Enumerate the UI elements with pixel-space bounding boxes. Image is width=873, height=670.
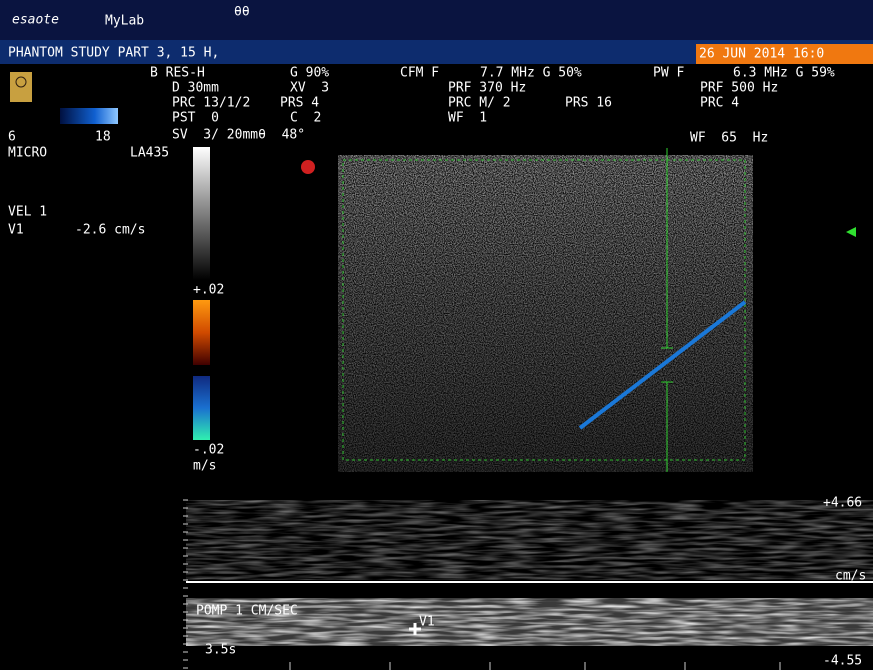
param: PRS 16 [565, 96, 612, 111]
cursor-label: V1 [419, 615, 435, 630]
probe: LA435 [130, 146, 169, 161]
labels: esaote MyLab θθ PHANTOM STUDY PART 3, 15 H,… [8, 5, 866, 669]
probe: 18 [95, 130, 111, 145]
indicator: θθ [234, 5, 250, 20]
param: PRC 13/1/2 [172, 96, 250, 111]
logo-bar [0, 0, 873, 40]
param: G 90% [290, 66, 329, 81]
focus-marker [846, 227, 856, 237]
spectrum-band-texture [186, 598, 873, 646]
b-mode-speckle [338, 155, 753, 472]
param: B RES-H [150, 66, 205, 81]
scale-label: +.02 [193, 283, 224, 298]
param: PST 0 [172, 111, 219, 126]
spectrum-upper [186, 500, 873, 580]
needle-flow [578, 300, 747, 430]
datetime: 26 JUN 2014 16:0 [699, 47, 824, 62]
patient-icon-head [15, 76, 27, 88]
param: C 2 [290, 111, 321, 126]
param: 6.3 MHz G 59% [733, 66, 835, 81]
brand: esaote [12, 13, 59, 28]
scale-label: m/s [193, 459, 216, 474]
param: 7.7 MHz G 50% [480, 66, 582, 81]
doppler-sweep: 3.5s [205, 643, 236, 658]
gray-scale-bar [193, 147, 210, 280]
param: PRC M/ 2 [448, 96, 511, 111]
param: PW F [653, 66, 684, 81]
color-scale-positive [193, 300, 210, 365]
measurement-title: VEL 1 [8, 205, 47, 220]
doppler-label: -4.55 [823, 654, 862, 669]
time-axis [183, 499, 781, 670]
gain-bar [60, 108, 118, 124]
date-box [696, 44, 873, 64]
doppler-note: POMP 1 CM/SEC [196, 604, 298, 619]
esaote-mark [301, 160, 315, 174]
param: CFM F [400, 66, 439, 81]
scale-label: -.02 [193, 443, 224, 458]
doppler-label: cm/s [835, 569, 866, 584]
color-scale-negative [193, 376, 210, 440]
param: PRF 500 Hz [700, 81, 778, 96]
color-box [342, 159, 746, 461]
study-title: PHANTOM STUDY PART 3, 15 H, [8, 46, 219, 61]
measurement-value: -2.6 cm/s [75, 223, 145, 238]
param: WF 65 Hz [690, 131, 768, 146]
param: XV 3 [290, 81, 329, 96]
param: PRC 4 [700, 96, 739, 111]
probe: 6 [8, 130, 16, 145]
cursor-cross [409, 623, 421, 635]
probe: MICRO [8, 146, 47, 161]
param: PRS 4 [280, 96, 319, 111]
param: PRF 370 Hz [448, 81, 526, 96]
product: MyLab [105, 14, 144, 29]
doppler-label: +4.66 [823, 496, 862, 511]
param: WF 1 [448, 111, 487, 126]
param: SV 3/ 20mmθ 48° [172, 128, 305, 143]
measurement-label: V1 [8, 223, 24, 238]
param: D 30mm [172, 81, 219, 96]
